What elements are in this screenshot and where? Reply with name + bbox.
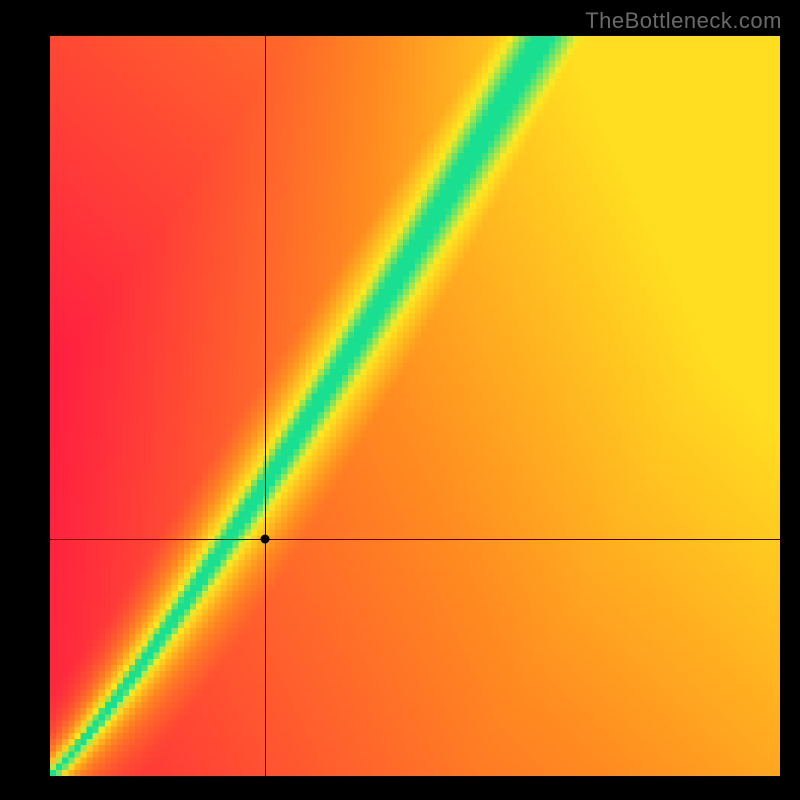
crosshair-vertical <box>265 36 266 776</box>
watermark-text: TheBottleneck.com <box>585 8 782 34</box>
marker-dot <box>261 535 270 544</box>
heatmap-canvas <box>50 36 780 776</box>
crosshair-horizontal <box>50 539 780 540</box>
heatmap-plot <box>50 36 780 776</box>
